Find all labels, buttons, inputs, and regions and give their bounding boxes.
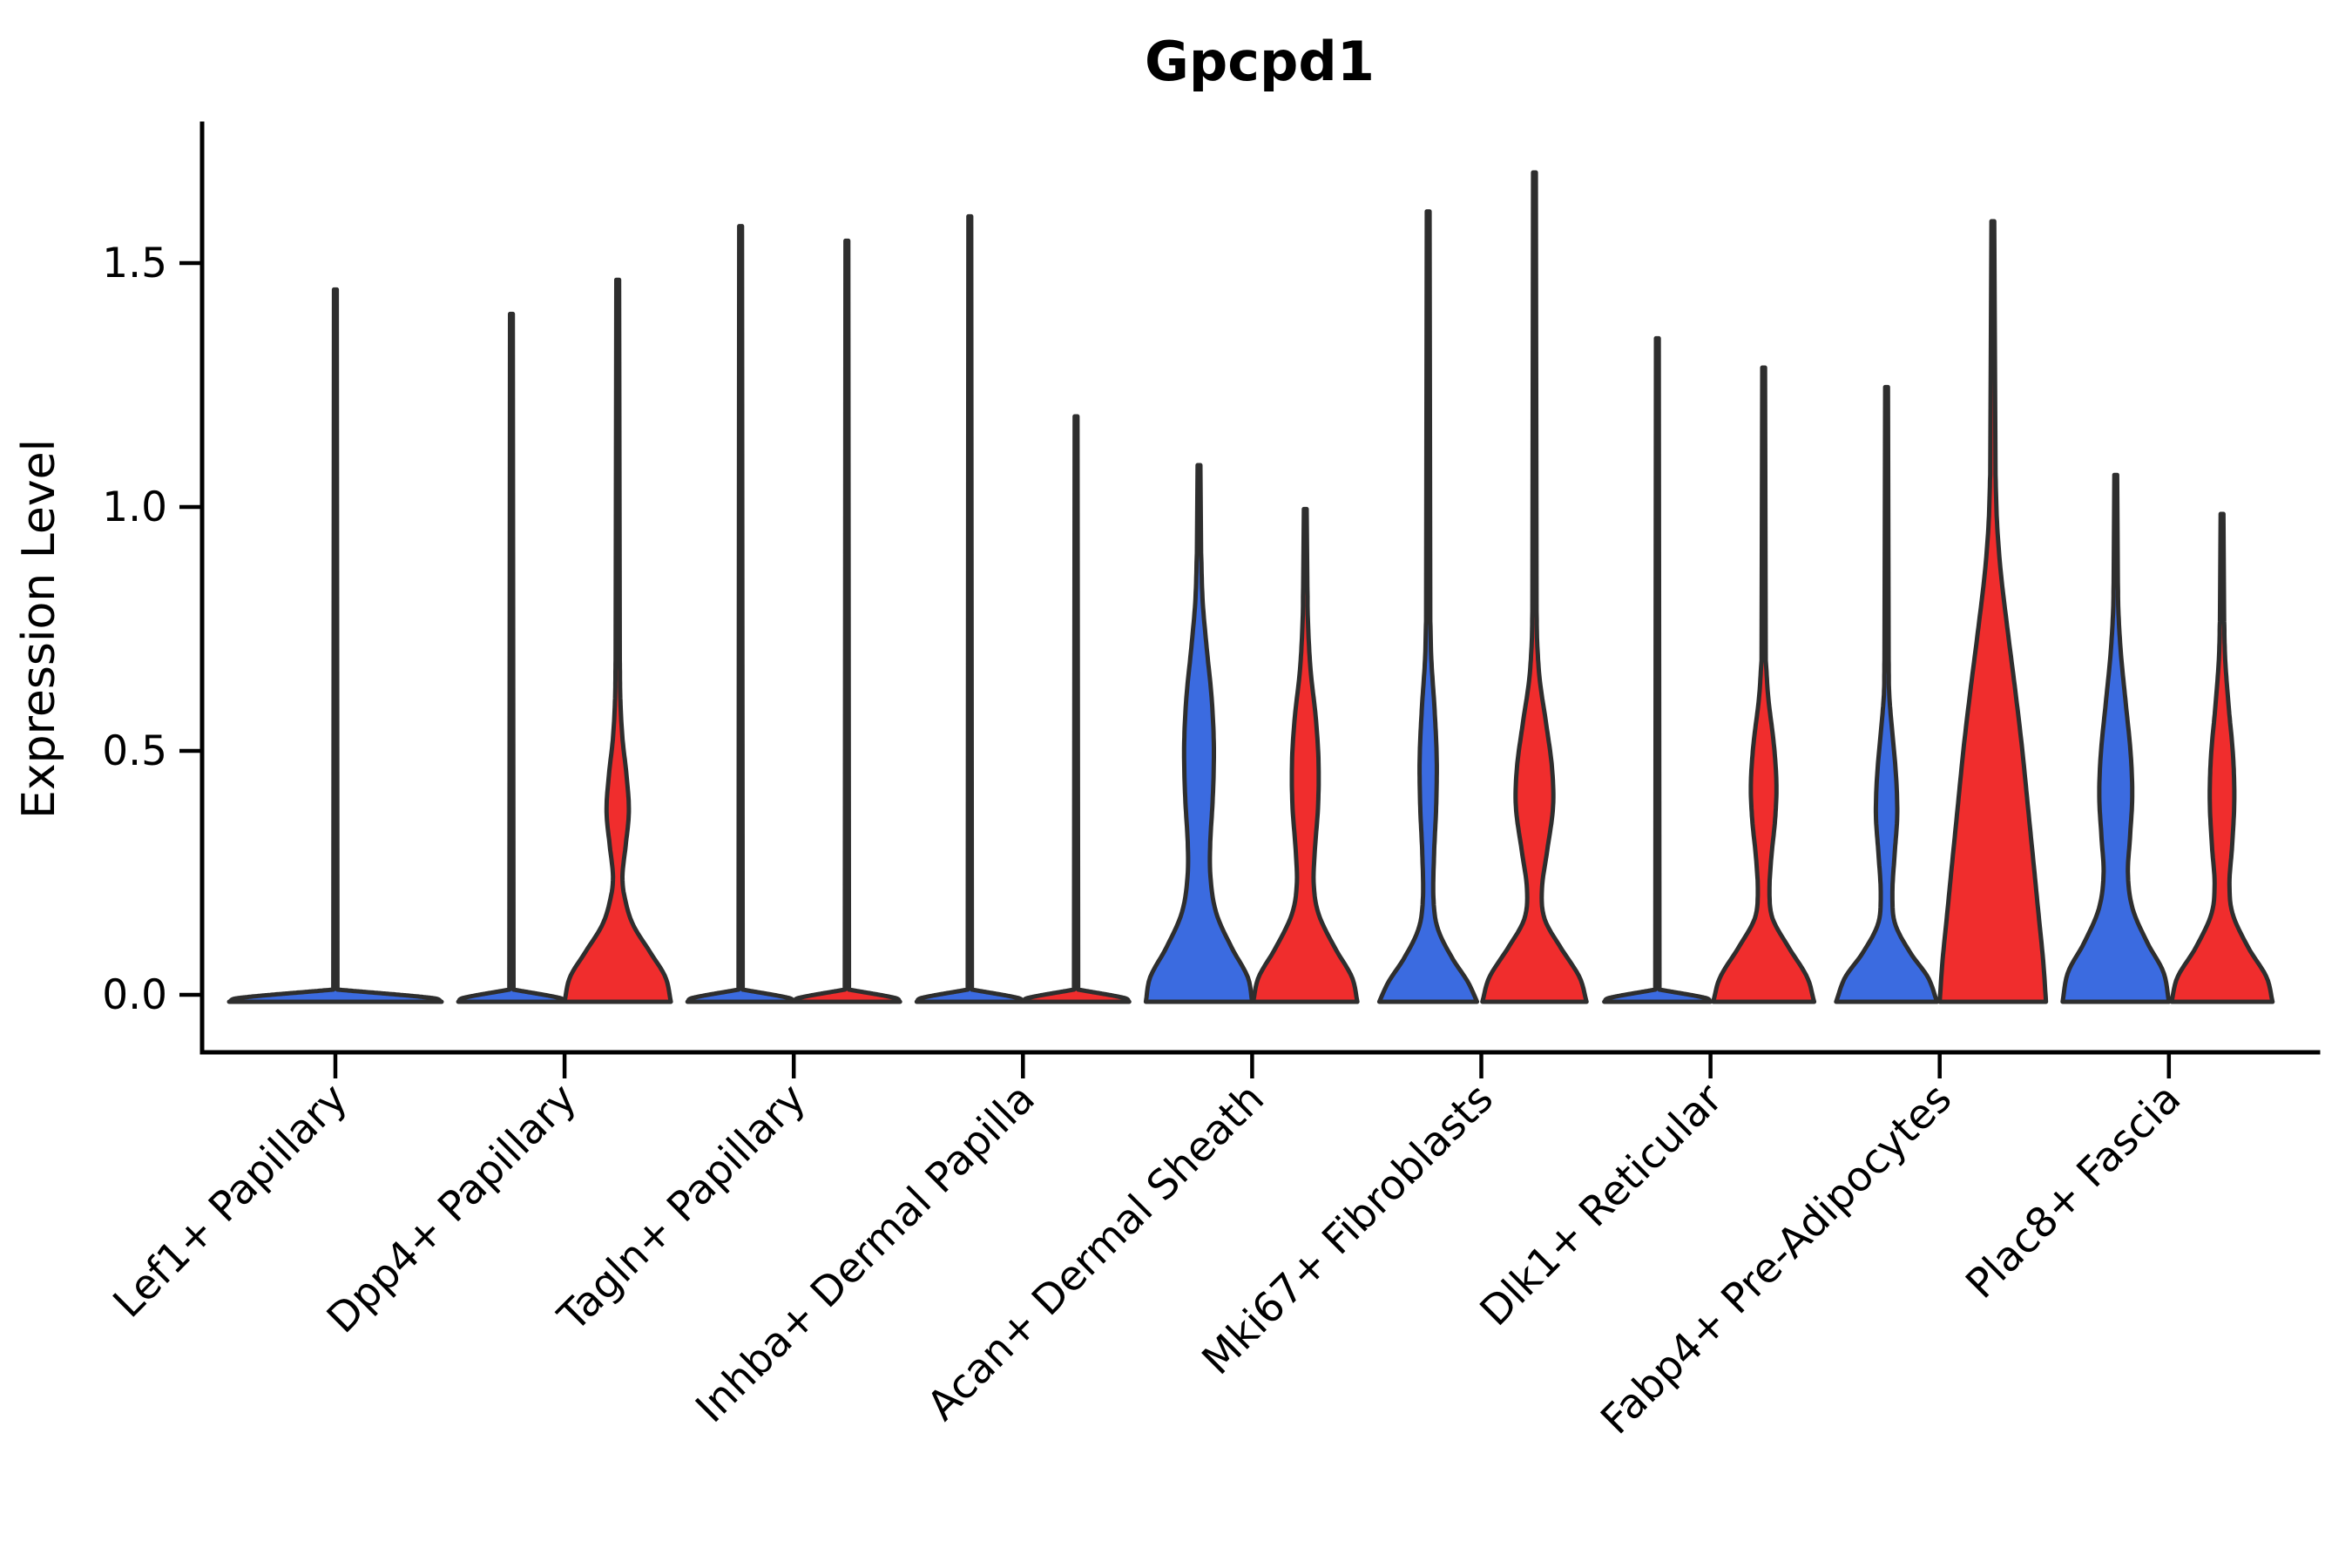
y-tick-label: 0.5: [102, 727, 167, 775]
x-category-label: Tagln+ Papillary: [549, 1075, 815, 1342]
violin-plac8-red: [2169, 511, 2275, 1004]
violin-fabp4-blue: [1834, 384, 1940, 1004]
x-category-label: Lef1+ Papillary: [105, 1075, 357, 1328]
violin-mki67-red: [1480, 170, 1589, 1004]
violin-dpp4-red: [562, 277, 673, 1004]
violin-tagln-red: [791, 238, 902, 1004]
violin-inhba-red: [1020, 414, 1132, 1004]
violin-lef1-combined: [226, 287, 444, 1004]
violin-mki67-blue: [1376, 209, 1480, 1004]
violins-layer: [226, 170, 2275, 1004]
violin-dlk1-blue: [1602, 335, 1713, 1004]
x-category-label: Plac8+ Fascia: [1957, 1075, 2190, 1308]
violin-acan-red: [1251, 506, 1360, 1004]
y-tick-label: 1.0: [102, 483, 167, 531]
violin-tagln-blue: [685, 224, 796, 1004]
violin-inhba-blue: [914, 213, 1025, 1004]
violin-dpp4-blue: [456, 311, 567, 1004]
violin-acan-blue: [1143, 463, 1254, 1004]
violin-fabp4-red: [1937, 219, 2049, 1004]
x-category-label: Dlk1+ Reticular: [1471, 1074, 1733, 1335]
violin-dlk1-red: [1711, 365, 1817, 1004]
chart-title: Gpcpd1: [1145, 30, 1375, 93]
y-axis-ticks: 0.0 0.5 1.0 1.5: [102, 240, 202, 1019]
y-axis-label: Expression Level: [13, 439, 65, 819]
axis-spines: [199, 121, 2321, 1055]
y-tick-label: 0.0: [102, 971, 167, 1019]
y-tick-label: 1.5: [102, 240, 167, 287]
x-category-label: Dpp4+ Papillary: [318, 1075, 586, 1343]
violin-plac8-blue: [2060, 472, 2172, 1004]
